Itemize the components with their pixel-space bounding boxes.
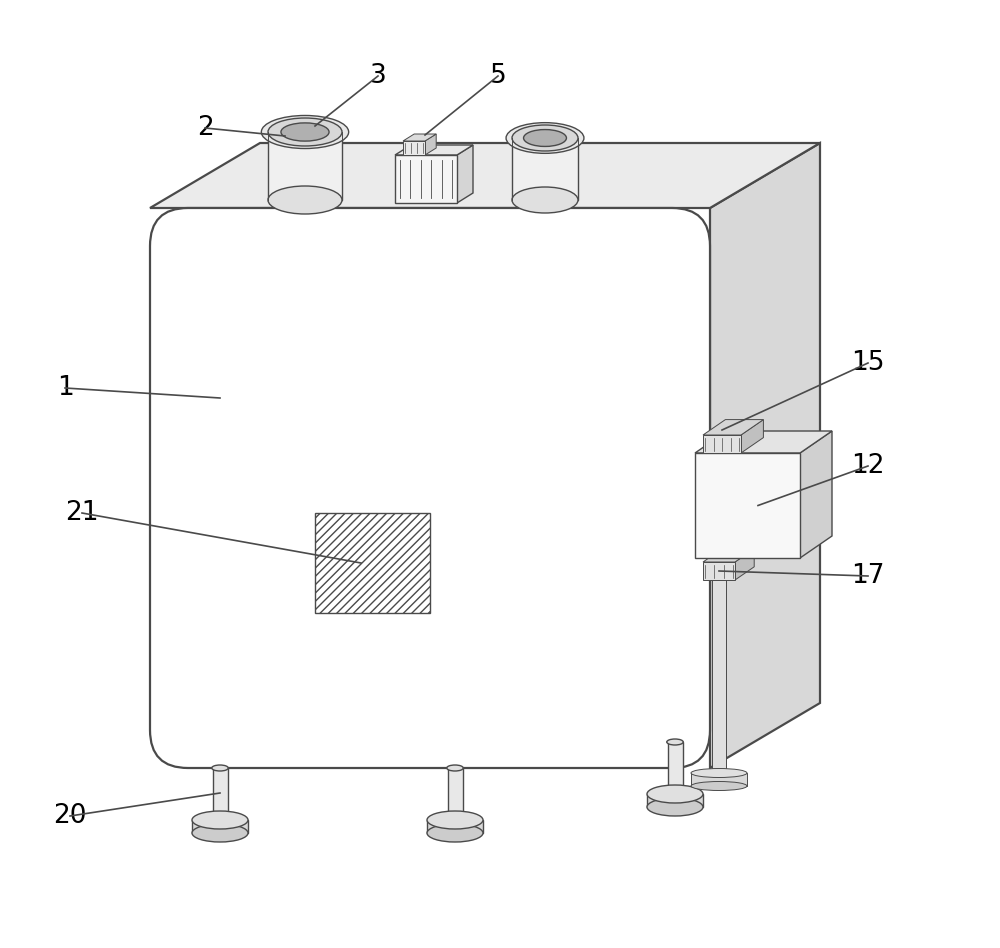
FancyBboxPatch shape [150, 208, 710, 768]
Ellipse shape [647, 798, 703, 816]
Bar [703, 435, 741, 453]
Polygon shape [741, 420, 763, 453]
Text: 20: 20 [53, 803, 87, 829]
Text: 1: 1 [57, 375, 73, 401]
Bar [315, 513, 430, 613]
Ellipse shape [447, 765, 463, 771]
Ellipse shape [212, 765, 228, 771]
Bar [395, 155, 457, 203]
Polygon shape [425, 134, 436, 155]
Ellipse shape [647, 785, 703, 803]
Ellipse shape [512, 187, 578, 213]
Polygon shape [647, 794, 703, 807]
Ellipse shape [261, 116, 349, 149]
Polygon shape [403, 134, 436, 141]
Text: 2: 2 [197, 115, 213, 141]
Ellipse shape [691, 769, 747, 777]
Polygon shape [395, 145, 473, 155]
Ellipse shape [667, 739, 683, 745]
Ellipse shape [524, 130, 566, 146]
Ellipse shape [281, 123, 329, 141]
Bar [403, 141, 425, 155]
Bar [213, 768, 228, 820]
Text: 3: 3 [370, 63, 386, 89]
Ellipse shape [192, 811, 248, 829]
Ellipse shape [506, 122, 584, 154]
Bar [695, 453, 800, 558]
Polygon shape [192, 820, 248, 833]
Polygon shape [512, 138, 578, 200]
Ellipse shape [268, 186, 342, 214]
Polygon shape [457, 145, 473, 203]
Polygon shape [703, 420, 763, 435]
Bar [712, 580, 726, 773]
Text: 12: 12 [851, 453, 885, 479]
Ellipse shape [512, 125, 578, 151]
Ellipse shape [427, 811, 483, 829]
Text: 21: 21 [65, 500, 99, 526]
Bar [668, 742, 682, 794]
Polygon shape [710, 143, 820, 768]
Ellipse shape [268, 118, 342, 146]
Polygon shape [800, 431, 832, 558]
Polygon shape [268, 132, 342, 200]
Ellipse shape [427, 824, 483, 842]
Polygon shape [427, 820, 483, 833]
Polygon shape [703, 549, 754, 562]
Text: 17: 17 [851, 563, 885, 589]
Bar [703, 562, 735, 580]
Text: 5: 5 [490, 63, 506, 89]
Polygon shape [735, 549, 754, 580]
Polygon shape [695, 431, 832, 453]
Text: 15: 15 [851, 350, 885, 376]
Bar [448, 768, 463, 820]
Polygon shape [150, 143, 820, 208]
Ellipse shape [691, 781, 747, 791]
Polygon shape [691, 773, 747, 786]
Ellipse shape [192, 824, 248, 842]
